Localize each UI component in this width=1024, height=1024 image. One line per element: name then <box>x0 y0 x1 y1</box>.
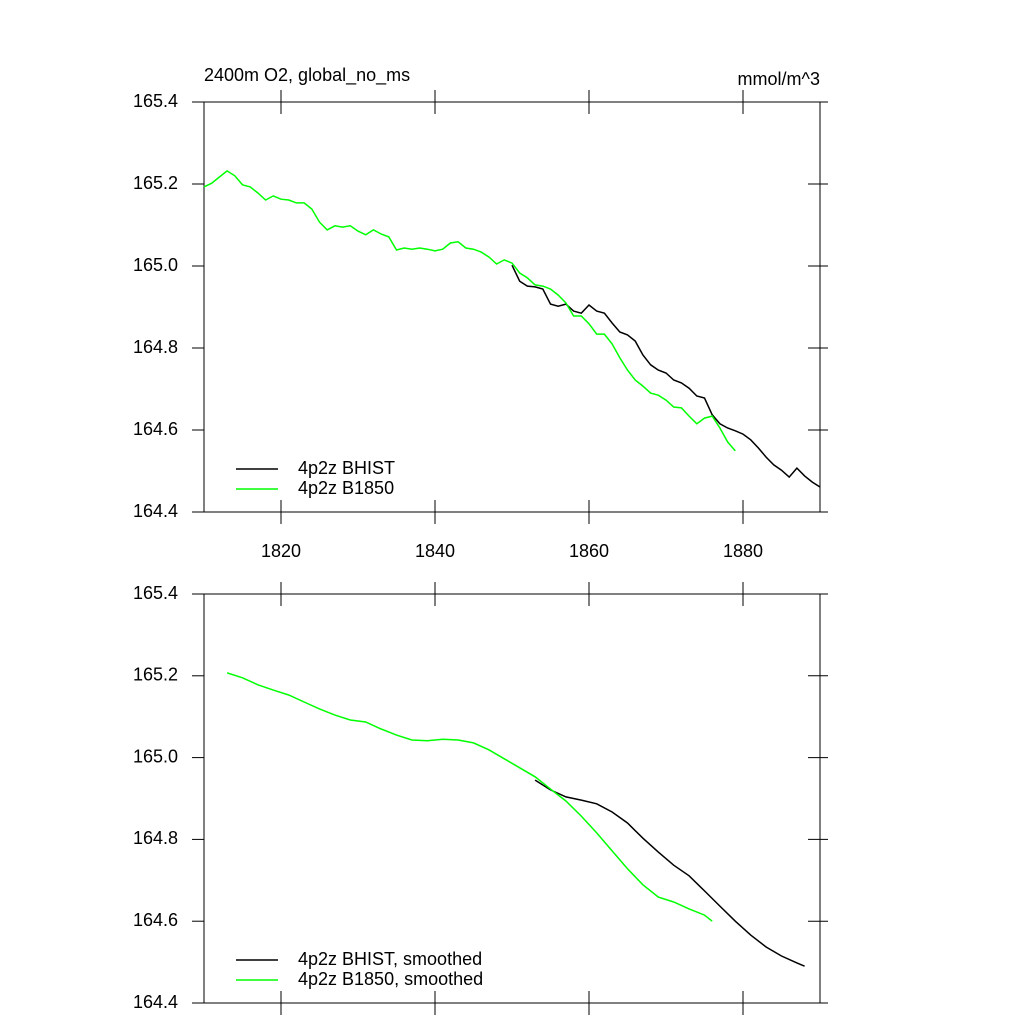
y-tick-label: 164.4 <box>133 992 178 1012</box>
x-tick-label: 1880 <box>723 541 763 561</box>
legend-label: 4p2z BHIST <box>298 458 395 478</box>
x-tick-label: 1820 <box>261 541 301 561</box>
data-line <box>511 264 821 488</box>
y-tick-label: 164.8 <box>133 337 178 357</box>
legend-label: 4p2z BHIST, smoothed <box>298 949 482 969</box>
plot-frame <box>203 101 821 513</box>
y-tick-label: 165.2 <box>133 173 178 193</box>
x-tick-label: 1840 <box>415 541 455 561</box>
y-tick-label: 164.6 <box>133 419 178 439</box>
chart-title: 2400m O2, global_no_ms <box>204 65 410 86</box>
units-label: mmol/m^3 <box>738 69 820 89</box>
y-tick-label: 164.6 <box>133 910 178 930</box>
legend-label: 4p2z B1850, smoothed <box>298 969 483 989</box>
y-tick-label: 164.8 <box>133 828 178 848</box>
data-line <box>534 779 805 967</box>
data-line <box>226 672 713 922</box>
y-tick-label: 164.4 <box>133 501 178 521</box>
plot-frame <box>203 593 821 1004</box>
y-tick-label: 165.0 <box>133 746 178 766</box>
y-tick-label: 165.2 <box>133 665 178 685</box>
x-tick-label: 1860 <box>569 541 609 561</box>
y-tick-label: 165.4 <box>133 583 178 603</box>
y-tick-label: 165.0 <box>133 255 178 275</box>
data-line <box>203 169 736 452</box>
y-tick-label: 165.4 <box>133 91 178 111</box>
legend-label: 4p2z B1850 <box>298 478 394 498</box>
